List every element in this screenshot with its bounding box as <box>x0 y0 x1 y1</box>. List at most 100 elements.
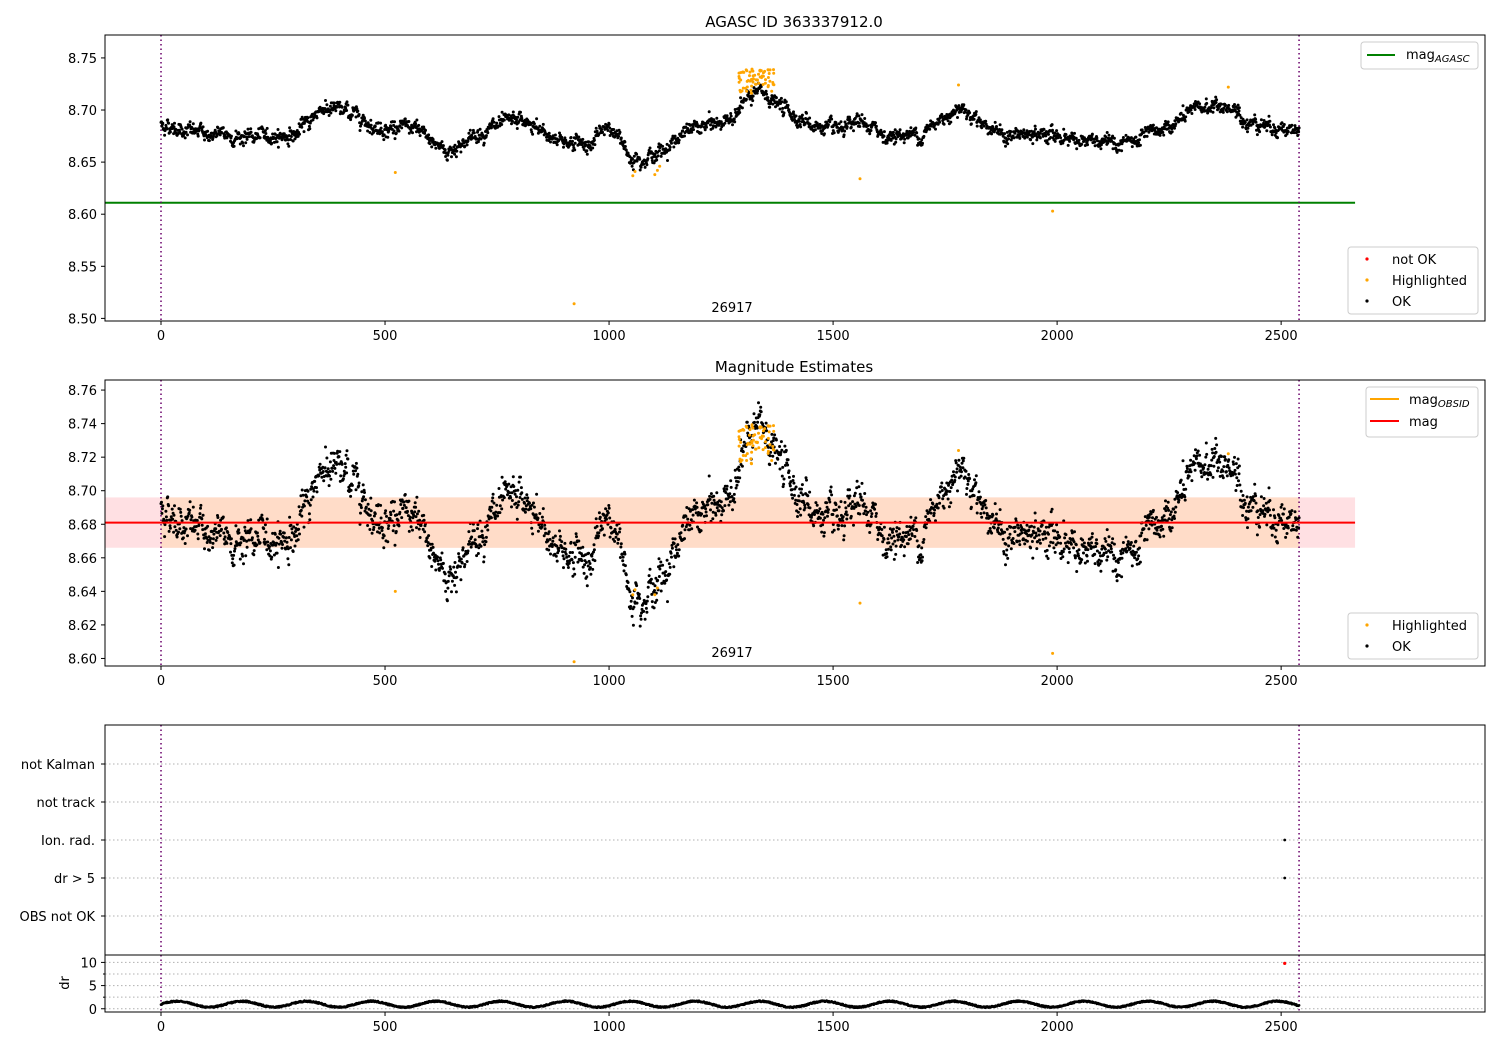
ok-point <box>826 508 830 512</box>
ok-point <box>818 516 822 520</box>
ok-point <box>357 484 361 488</box>
ok-point <box>346 103 350 107</box>
ok-point <box>307 124 311 128</box>
ok-point <box>712 494 716 498</box>
ok-point <box>949 501 953 505</box>
ok-point <box>183 542 187 545</box>
ok-point <box>275 140 279 144</box>
ok-point <box>307 512 311 516</box>
ok-point <box>239 541 243 545</box>
ok-point <box>1121 551 1125 555</box>
ok-point <box>560 135 564 139</box>
ok-point <box>815 503 819 507</box>
ok-point <box>606 511 610 515</box>
ok-point <box>776 457 780 461</box>
ok-point <box>1297 126 1301 130</box>
ok-point <box>511 110 515 114</box>
ok-point <box>289 523 293 527</box>
ok-point <box>337 455 341 459</box>
ok-point <box>458 565 462 569</box>
ok-point <box>602 533 606 537</box>
ok-point <box>801 117 805 121</box>
ok-point <box>715 506 719 510</box>
legend-highlighted-marker <box>1365 278 1369 282</box>
ok-point <box>848 118 852 121</box>
ok-point <box>441 566 444 570</box>
ok-point <box>338 100 342 104</box>
ok-point <box>516 503 520 507</box>
ok-point <box>391 529 395 533</box>
ok-point <box>631 596 634 600</box>
ok-point <box>540 515 544 519</box>
ok-point <box>324 445 327 449</box>
ok-point <box>472 131 476 135</box>
ok-point <box>591 567 595 571</box>
ok-point <box>822 132 826 136</box>
ok-point <box>597 534 600 538</box>
ok-point <box>318 462 322 466</box>
ok-point <box>860 113 864 117</box>
ok-point <box>392 509 396 513</box>
ok-point <box>922 538 926 541</box>
ok-point <box>779 440 783 444</box>
ok-point <box>1145 134 1149 138</box>
ok-point <box>831 513 835 516</box>
ok-point <box>489 516 493 520</box>
ok-point <box>873 507 877 511</box>
ok-point <box>247 538 251 542</box>
ok-point <box>978 495 982 499</box>
ok-point <box>1004 144 1007 148</box>
ok-point <box>1112 136 1116 140</box>
ok-point <box>896 538 900 542</box>
ok-point <box>1189 458 1193 462</box>
ok-point <box>1058 535 1062 539</box>
ok-point <box>249 127 253 131</box>
ok-point <box>532 505 536 509</box>
ok-point <box>1124 535 1128 539</box>
ok-point <box>766 96 770 100</box>
ok-point <box>209 537 213 540</box>
ok-point <box>581 545 585 549</box>
ok-point <box>325 456 329 460</box>
ok-point <box>1276 136 1279 140</box>
ok-point <box>383 128 387 131</box>
ok-point <box>467 540 471 543</box>
ok-point <box>882 134 886 138</box>
ok-point <box>950 478 954 482</box>
ok-point <box>414 122 418 126</box>
ok-point <box>826 123 830 127</box>
ok-point <box>325 103 329 107</box>
ok-point <box>408 515 412 519</box>
ok-point <box>597 531 601 535</box>
ok-point <box>245 545 249 549</box>
ok-point <box>331 469 335 473</box>
ok-point <box>832 131 836 135</box>
ok-point <box>322 479 326 483</box>
ok-point <box>1033 511 1037 515</box>
ok-point <box>803 503 807 507</box>
ok-point <box>962 456 966 460</box>
ok-point <box>1053 550 1057 554</box>
ok-point <box>469 545 473 549</box>
ok-point <box>1158 133 1162 137</box>
ok-point <box>1170 130 1174 134</box>
ok-point <box>619 136 623 140</box>
ok-point <box>281 136 284 140</box>
ok-point <box>666 600 669 604</box>
ok-point <box>691 508 695 512</box>
ok-point <box>164 515 168 519</box>
ok-point <box>842 534 846 538</box>
ok-point <box>183 136 187 140</box>
ok-point <box>275 541 279 545</box>
ok-point <box>1037 533 1041 537</box>
ok-point <box>967 473 971 476</box>
highlighted-point <box>764 78 767 82</box>
ok-point <box>379 516 383 520</box>
ok-point <box>1161 527 1165 531</box>
ok-point <box>645 599 649 603</box>
ok-point <box>882 130 886 134</box>
ok-point <box>482 141 486 145</box>
ok-point <box>852 523 855 527</box>
ok-point <box>841 515 845 519</box>
ok-point <box>1246 130 1249 134</box>
